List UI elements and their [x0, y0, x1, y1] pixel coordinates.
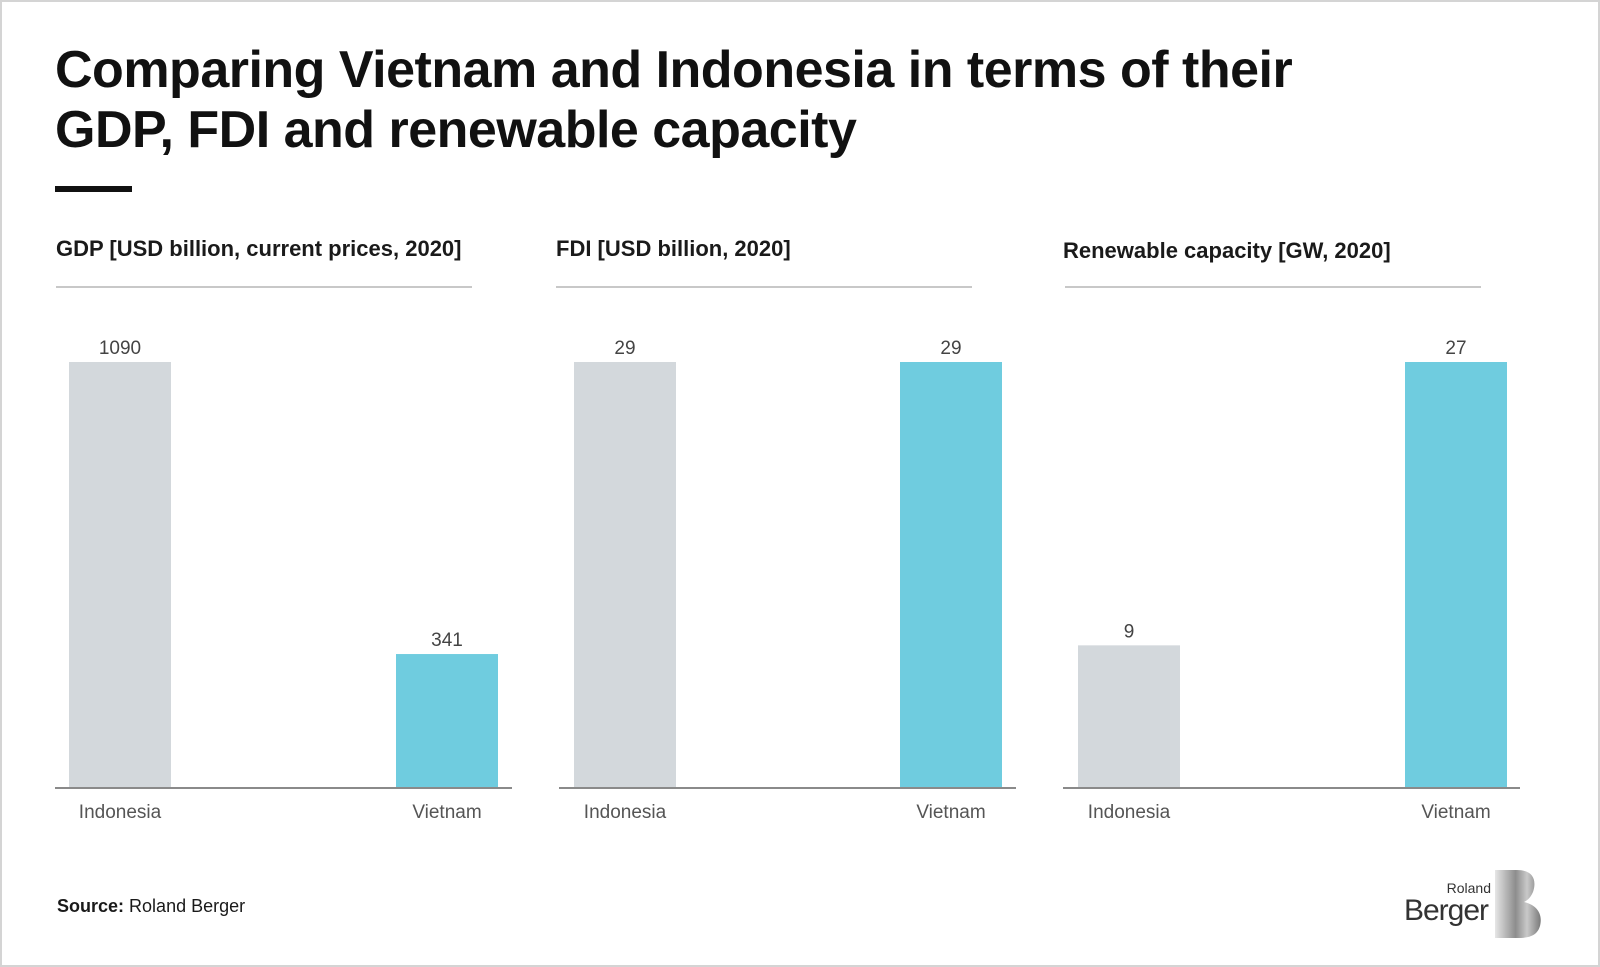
- panel-title-gdp: GDP [USD billion, current prices, 2020]: [56, 236, 462, 261]
- source-label: Source:: [57, 896, 125, 916]
- panel-rule-renewable: [1065, 286, 1481, 288]
- bar-0-indonesia: [69, 362, 171, 787]
- panel-rule-fdi: [556, 286, 972, 288]
- source-note: Source: Roland Berger: [57, 896, 245, 917]
- logo-berger-text: Berger: [1403, 894, 1489, 927]
- panel-title-renewable: Renewable capacity [GW, 2020]: [1063, 238, 1391, 263]
- value-label-1-vietnam: 29: [940, 338, 961, 359]
- x-axis-line-2: [1063, 787, 1520, 789]
- value-label-0-vietnam: 341: [431, 630, 463, 651]
- bar-0-vietnam: [396, 654, 498, 787]
- source-text: Roland Berger: [129, 896, 246, 916]
- category-label-0-indonesia: Indonesia: [79, 802, 162, 823]
- title-underline: [55, 186, 132, 192]
- logo-roland-text: Roland: [1446, 880, 1491, 896]
- category-label-2-indonesia: Indonesia: [1088, 802, 1171, 823]
- bar-2-indonesia: [1078, 645, 1180, 787]
- x-axis-line-1: [559, 787, 1016, 789]
- value-label-0-indonesia: 1090: [99, 338, 141, 359]
- panel-title-fdi: FDI [USD billion, 2020]: [556, 236, 791, 261]
- value-label-1-indonesia: 29: [614, 338, 635, 359]
- category-label-0-vietnam: Vietnam: [412, 802, 481, 823]
- value-label-2-indonesia: 9: [1124, 621, 1135, 642]
- x-axis-line-0: [55, 787, 512, 789]
- category-label-1-indonesia: Indonesia: [584, 802, 667, 823]
- page-title: Comparing Vietnam and Indonesia in terms…: [55, 41, 1293, 159]
- value-label-2-vietnam: 27: [1445, 338, 1466, 359]
- panel-rule-gdp: [56, 286, 472, 288]
- bar-1-indonesia: [574, 362, 676, 787]
- roland-berger-logo: Roland Berger: [1395, 866, 1545, 942]
- bar-1-vietnam: [900, 362, 1002, 787]
- category-label-2-vietnam: Vietnam: [1421, 802, 1490, 823]
- category-label-1-vietnam: Vietnam: [916, 802, 985, 823]
- logo-b-mark-icon: [1495, 870, 1541, 938]
- bar-2-vietnam: [1405, 362, 1507, 787]
